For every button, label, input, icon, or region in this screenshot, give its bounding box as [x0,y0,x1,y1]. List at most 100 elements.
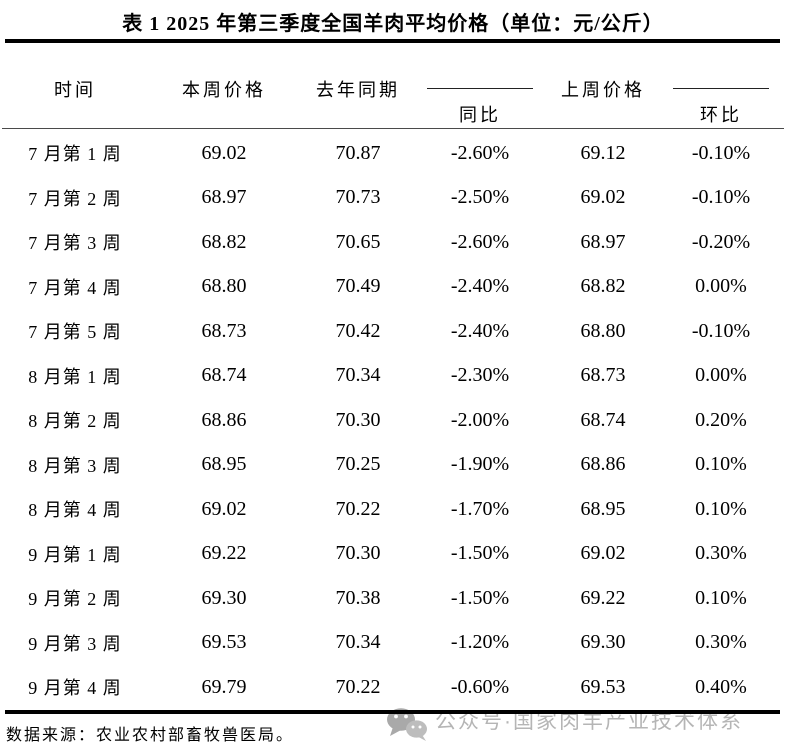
cell-this-week-price: 68.97 [201,186,247,209]
cell-yoy: -2.50% [450,186,510,209]
cell-yoy: -2.30% [450,364,510,387]
cell-last-week-price: 68.73 [580,364,626,387]
cell-wow: 0.10% [695,453,747,476]
data-source-note: 数据来源：农业农村部畜牧兽医局。 [6,727,295,744]
cell-wow: -0.10% [691,141,751,164]
table-row: 8 月第 1 周 68.74 70.34 -2.30% 68.73 0.00% [0,354,778,399]
table-body: 7 月第 1 周 69.02 70.87 -2.60% 69.12 -0.10%… [0,131,778,710]
cell-time: 7 月第 1 周 [28,144,122,165]
cell-wow: -0.10% [691,319,751,342]
cell-last-year-same-period: 70.30 [335,542,381,565]
cell-last-week-price: 68.86 [580,453,626,476]
cell-last-week-price: 68.95 [580,497,626,520]
col-header-last-year-same-period: 去年同期 [298,44,418,128]
cell-time: 9 月第 2 周 [28,589,122,610]
cell-yoy: -1.20% [450,631,510,654]
table-row: 7 月第 5 周 68.73 70.42 -2.40% 68.80 -0.10% [0,309,778,354]
cell-last-year-same-period: 70.22 [335,497,381,520]
table-row: 7 月第 2 周 68.97 70.73 -2.50% 69.02 -0.10% [0,176,778,221]
cell-yoy: -2.60% [450,141,510,164]
cell-time: 8 月第 4 周 [28,500,122,521]
cell-this-week-price: 68.95 [201,453,247,476]
cell-last-year-same-period: 70.42 [335,319,381,342]
cell-time: 7 月第 3 周 [28,233,122,254]
cell-wow: 0.20% [695,408,747,431]
cell-last-year-same-period: 70.34 [335,631,381,654]
cell-this-week-price: 68.73 [201,319,247,342]
cell-last-week-price: 69.12 [580,141,626,164]
cell-this-week-price: 69.30 [201,586,247,609]
cell-wow: 0.10% [695,497,747,520]
cell-last-year-same-period: 70.22 [335,675,381,698]
header-separator-rule [2,128,784,129]
cell-time: 7 月第 4 周 [28,277,122,298]
table-row: 9 月第 3 周 69.53 70.34 -1.20% 69.30 0.30% [0,621,778,666]
cell-yoy: -1.50% [450,586,510,609]
table-row: 9 月第 4 周 69.79 70.22 -0.60% 69.53 0.40% [0,665,778,710]
cell-time: 9 月第 3 周 [28,633,122,654]
cell-last-year-same-period: 70.49 [335,275,381,298]
cell-this-week-price: 69.02 [201,141,247,164]
cell-this-week-price: 69.22 [201,542,247,565]
cell-this-week-price: 68.82 [201,230,247,253]
cell-wow: 0.30% [695,631,747,654]
cell-time: 8 月第 3 周 [28,455,122,476]
cell-yoy: -1.90% [450,453,510,476]
cell-this-week-price: 69.53 [201,631,247,654]
col-header-this-week-price: 本周价格 [150,44,298,128]
cell-yoy: -0.60% [450,675,510,698]
cell-last-year-same-period: 70.25 [335,453,381,476]
cell-time: 8 月第 1 周 [28,366,122,387]
table-row: 8 月第 3 周 68.95 70.25 -1.90% 68.86 0.10% [0,443,778,488]
cell-wow: 0.10% [695,586,747,609]
table-row: 7 月第 3 周 68.82 70.65 -2.60% 68.97 -0.20% [0,220,778,265]
col-header-time-label: 时间 [54,80,96,100]
cell-last-week-price: 68.74 [580,408,626,431]
cell-last-week-price: 68.80 [580,319,626,342]
table-row: 9 月第 1 周 69.22 70.30 -1.50% 69.02 0.30% [0,532,778,577]
cell-last-year-same-period: 70.73 [335,186,381,209]
table-title: 表 1 2025 年第三季度全国羊肉平均价格（单位：元/公斤） [122,13,664,35]
cell-wow: 0.00% [695,364,747,387]
col-header-yoy: 同比 [418,44,542,128]
table-row: 7 月第 4 周 68.80 70.49 -2.40% 68.82 0.00% [0,265,778,310]
table-top-rule [5,39,780,43]
cell-last-week-price: 69.53 [580,675,626,698]
col-header-time: 时间 [0,44,150,128]
cell-last-year-same-period: 70.30 [335,408,381,431]
cell-this-week-price: 69.02 [201,497,247,520]
table-row: 9 月第 2 周 69.30 70.38 -1.50% 69.22 0.10% [0,576,778,621]
cell-yoy: -1.50% [450,542,510,565]
table-bottom-rule [5,710,780,714]
cell-wow: 0.00% [695,275,747,298]
cell-last-year-same-period: 70.38 [335,586,381,609]
cell-last-week-price: 68.97 [580,230,626,253]
cell-wow: 0.30% [695,542,747,565]
yoy-header-overline [427,88,533,89]
cell-wow: -0.20% [691,230,751,253]
cell-this-week-price: 68.80 [201,275,247,298]
cell-time: 8 月第 2 周 [28,411,122,432]
cell-yoy: -2.60% [450,230,510,253]
cell-this-week-price: 68.86 [201,408,247,431]
cell-yoy: -2.40% [450,275,510,298]
cell-last-week-price: 69.02 [580,542,626,565]
cell-last-year-same-period: 70.34 [335,364,381,387]
cell-wow: -0.10% [691,186,751,209]
cell-time: 7 月第 5 周 [28,322,122,343]
col-header-wow-label: 环比 [700,105,742,125]
cell-yoy: -2.00% [450,408,510,431]
cell-last-week-price: 69.02 [580,186,626,209]
watermark-text: 公众号·国家肉羊产业技术体系 [435,710,743,733]
col-header-wow: 环比 [664,44,778,128]
table-header: 时间 本周价格 去年同期 同比 上周价格 环比 [0,44,778,128]
wow-header-overline [673,88,769,89]
col-header-this-week-price-label: 本周价格 [182,80,266,100]
cell-this-week-price: 69.79 [201,675,247,698]
table-row: 7 月第 1 周 69.02 70.87 -2.60% 69.12 -0.10% [0,131,778,176]
cell-this-week-price: 68.74 [201,364,247,387]
cell-yoy: -2.40% [450,319,510,342]
col-header-last-week-price-label: 上周价格 [561,80,645,100]
cell-yoy: -1.70% [450,497,510,520]
